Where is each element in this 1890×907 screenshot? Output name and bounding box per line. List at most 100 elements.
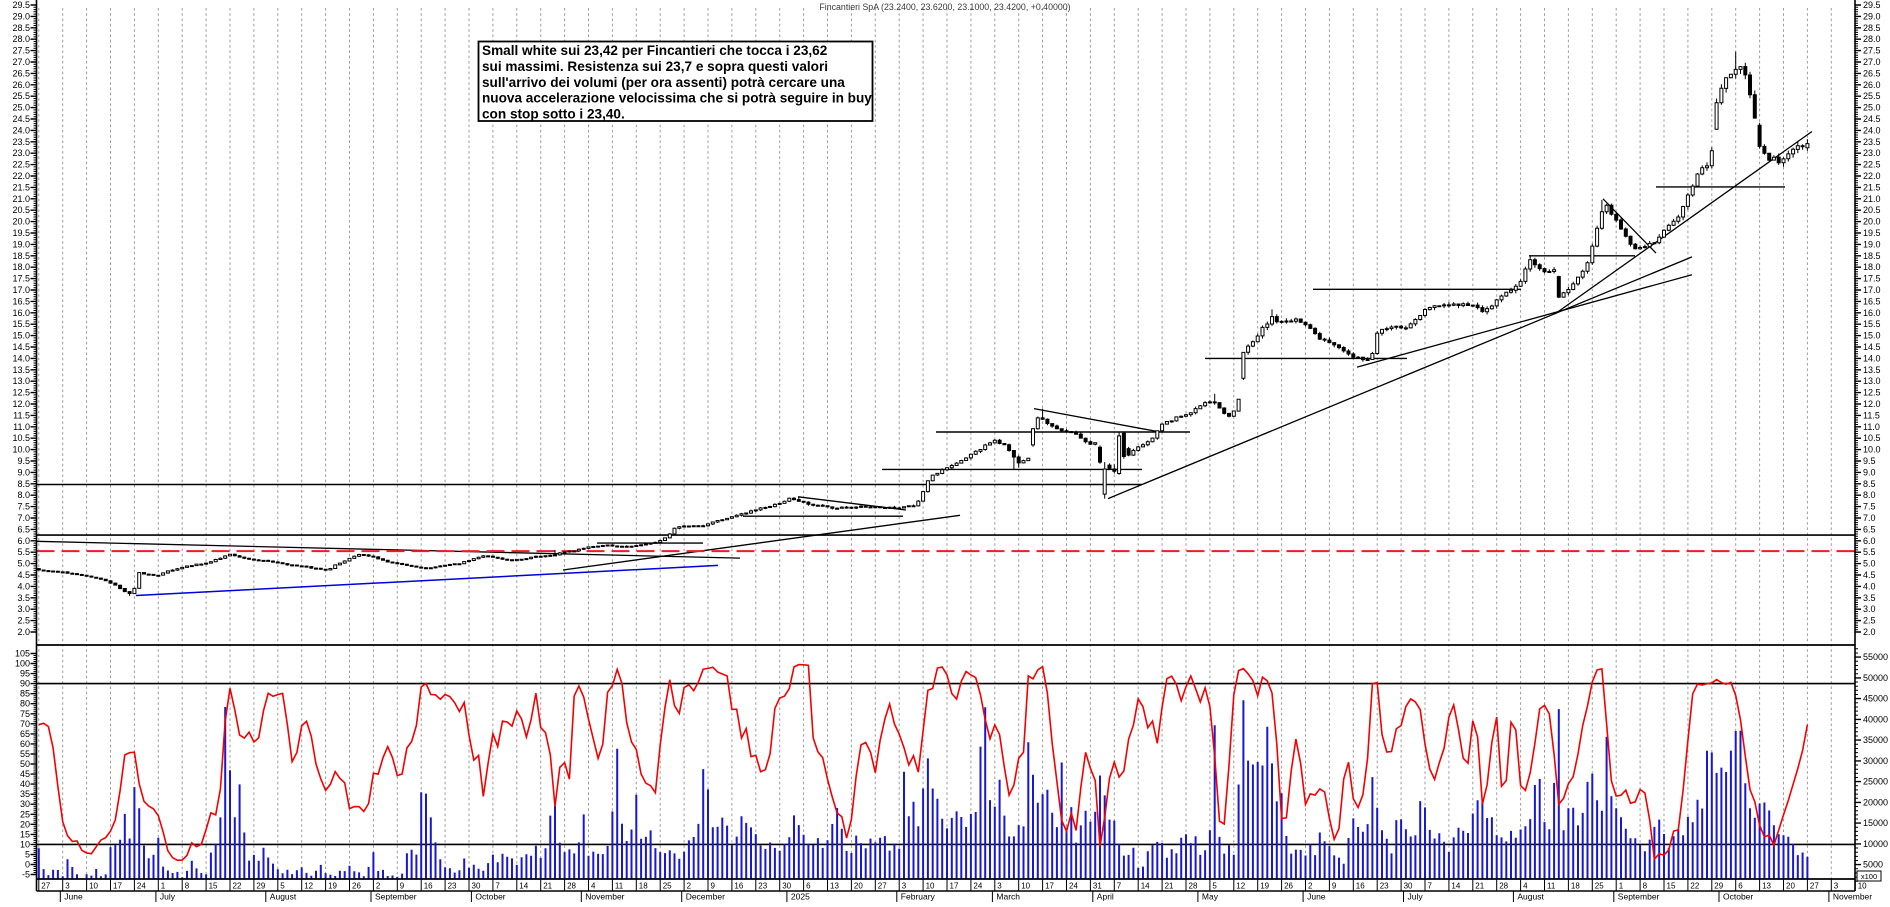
svg-text:100: 100 — [15, 659, 30, 669]
svg-text:14.5: 14.5 — [1863, 342, 1881, 352]
svg-text:7.5: 7.5 — [17, 502, 30, 512]
svg-text:19: 19 — [1260, 882, 1269, 891]
svg-text:25000: 25000 — [1863, 777, 1888, 787]
svg-text:21: 21 — [1475, 882, 1484, 891]
svg-text:22.0: 22.0 — [1863, 171, 1881, 181]
svg-text:13.5: 13.5 — [1863, 365, 1881, 375]
svg-text:5: 5 — [280, 882, 285, 891]
svg-text:18: 18 — [639, 882, 648, 891]
svg-text:15: 15 — [209, 882, 218, 891]
svg-text:nuova accelerazione velocissim: nuova accelerazione velocissima che si p… — [482, 91, 872, 106]
svg-text:24.5: 24.5 — [12, 114, 30, 124]
svg-text:8: 8 — [185, 882, 190, 891]
svg-text:3.0: 3.0 — [1863, 604, 1876, 614]
svg-text:28: 28 — [567, 882, 576, 891]
svg-text:85: 85 — [20, 689, 30, 699]
svg-text:50000: 50000 — [1863, 673, 1888, 683]
svg-text:13: 13 — [830, 882, 839, 891]
svg-text:13.0: 13.0 — [12, 376, 30, 386]
svg-text:30: 30 — [20, 799, 30, 809]
svg-text:3.0: 3.0 — [17, 604, 30, 614]
svg-text:24: 24 — [137, 882, 146, 891]
svg-text:7: 7 — [495, 882, 500, 891]
svg-text:10: 10 — [89, 882, 98, 891]
svg-text:16: 16 — [1356, 882, 1365, 891]
svg-text:2: 2 — [687, 882, 692, 891]
svg-text:22.0: 22.0 — [12, 171, 30, 181]
svg-text:23.0: 23.0 — [1863, 148, 1881, 158]
svg-text:25.0: 25.0 — [12, 103, 30, 113]
svg-text:7.0: 7.0 — [1863, 513, 1876, 523]
svg-text:26: 26 — [1284, 882, 1293, 891]
svg-text:19.5: 19.5 — [1863, 228, 1881, 238]
svg-text:5: 5 — [25, 850, 30, 860]
svg-text:19.0: 19.0 — [1863, 239, 1881, 249]
svg-text:29.5: 29.5 — [12, 0, 30, 10]
svg-text:29: 29 — [1714, 882, 1723, 891]
svg-text:20.0: 20.0 — [12, 217, 30, 227]
svg-text:4: 4 — [591, 882, 596, 891]
svg-text:1: 1 — [161, 882, 166, 891]
svg-text:23.5: 23.5 — [1863, 137, 1881, 147]
svg-text:3: 3 — [902, 882, 907, 891]
svg-text:23: 23 — [1380, 882, 1389, 891]
svg-text:14.5: 14.5 — [12, 342, 30, 352]
svg-text:21.5: 21.5 — [1863, 182, 1881, 192]
svg-text:24: 24 — [1069, 882, 1078, 891]
svg-text:20: 20 — [854, 882, 863, 891]
svg-text:6: 6 — [806, 882, 811, 891]
svg-text:20.0: 20.0 — [1863, 217, 1881, 227]
svg-text:20.5: 20.5 — [12, 205, 30, 215]
svg-text:5000: 5000 — [1863, 860, 1883, 870]
svg-text:0: 0 — [25, 860, 30, 870]
svg-text:29.0: 29.0 — [12, 11, 30, 21]
svg-text:26: 26 — [352, 882, 361, 891]
svg-text:5.0: 5.0 — [1863, 559, 1876, 569]
svg-text:27.5: 27.5 — [1863, 46, 1881, 56]
svg-text:8.5: 8.5 — [1863, 479, 1876, 489]
svg-text:27.0: 27.0 — [1863, 57, 1881, 67]
svg-text:8: 8 — [1643, 882, 1648, 891]
svg-text:9: 9 — [400, 882, 405, 891]
svg-text:10.5: 10.5 — [12, 433, 30, 443]
svg-text:27.0: 27.0 — [12, 57, 30, 67]
svg-text:6.0: 6.0 — [17, 536, 30, 546]
svg-text:75: 75 — [20, 709, 30, 719]
svg-text:24.0: 24.0 — [1863, 125, 1881, 135]
svg-text:February: February — [901, 892, 936, 902]
svg-text:30000: 30000 — [1863, 756, 1888, 766]
svg-text:15.0: 15.0 — [12, 331, 30, 341]
svg-text:50: 50 — [20, 759, 30, 769]
svg-text:45000: 45000 — [1863, 694, 1888, 704]
svg-text:90: 90 — [20, 679, 30, 689]
svg-text:25: 25 — [663, 882, 672, 891]
svg-text:10: 10 — [20, 839, 30, 849]
svg-text:15: 15 — [20, 829, 30, 839]
svg-text:65: 65 — [20, 729, 30, 739]
svg-text:16: 16 — [734, 882, 743, 891]
svg-text:22.5: 22.5 — [1863, 160, 1881, 170]
svg-text:20000: 20000 — [1863, 797, 1888, 807]
svg-text:16.5: 16.5 — [12, 296, 30, 306]
svg-text:12.0: 12.0 — [12, 399, 30, 409]
svg-text:31: 31 — [1093, 882, 1102, 891]
svg-text:2.5: 2.5 — [17, 616, 30, 626]
svg-text:18.5: 18.5 — [12, 251, 30, 261]
svg-text:10.0: 10.0 — [12, 445, 30, 455]
svg-text:70: 70 — [20, 719, 30, 729]
svg-text:21.0: 21.0 — [1863, 194, 1881, 204]
svg-text:7: 7 — [1428, 882, 1433, 891]
svg-text:25: 25 — [1595, 882, 1604, 891]
svg-text:30: 30 — [1404, 882, 1413, 891]
svg-text:24: 24 — [973, 882, 982, 891]
svg-text:August: August — [270, 892, 297, 902]
svg-text:22: 22 — [1690, 882, 1699, 891]
svg-text:10.0: 10.0 — [1863, 445, 1881, 455]
svg-text:7.5: 7.5 — [1863, 502, 1876, 512]
svg-text:5.5: 5.5 — [1863, 547, 1876, 557]
svg-text:12.0: 12.0 — [1863, 399, 1881, 409]
svg-text:17: 17 — [1045, 882, 1054, 891]
svg-text:15000: 15000 — [1863, 818, 1888, 828]
svg-text:6.5: 6.5 — [1863, 524, 1876, 534]
svg-text:2.0: 2.0 — [17, 627, 30, 637]
